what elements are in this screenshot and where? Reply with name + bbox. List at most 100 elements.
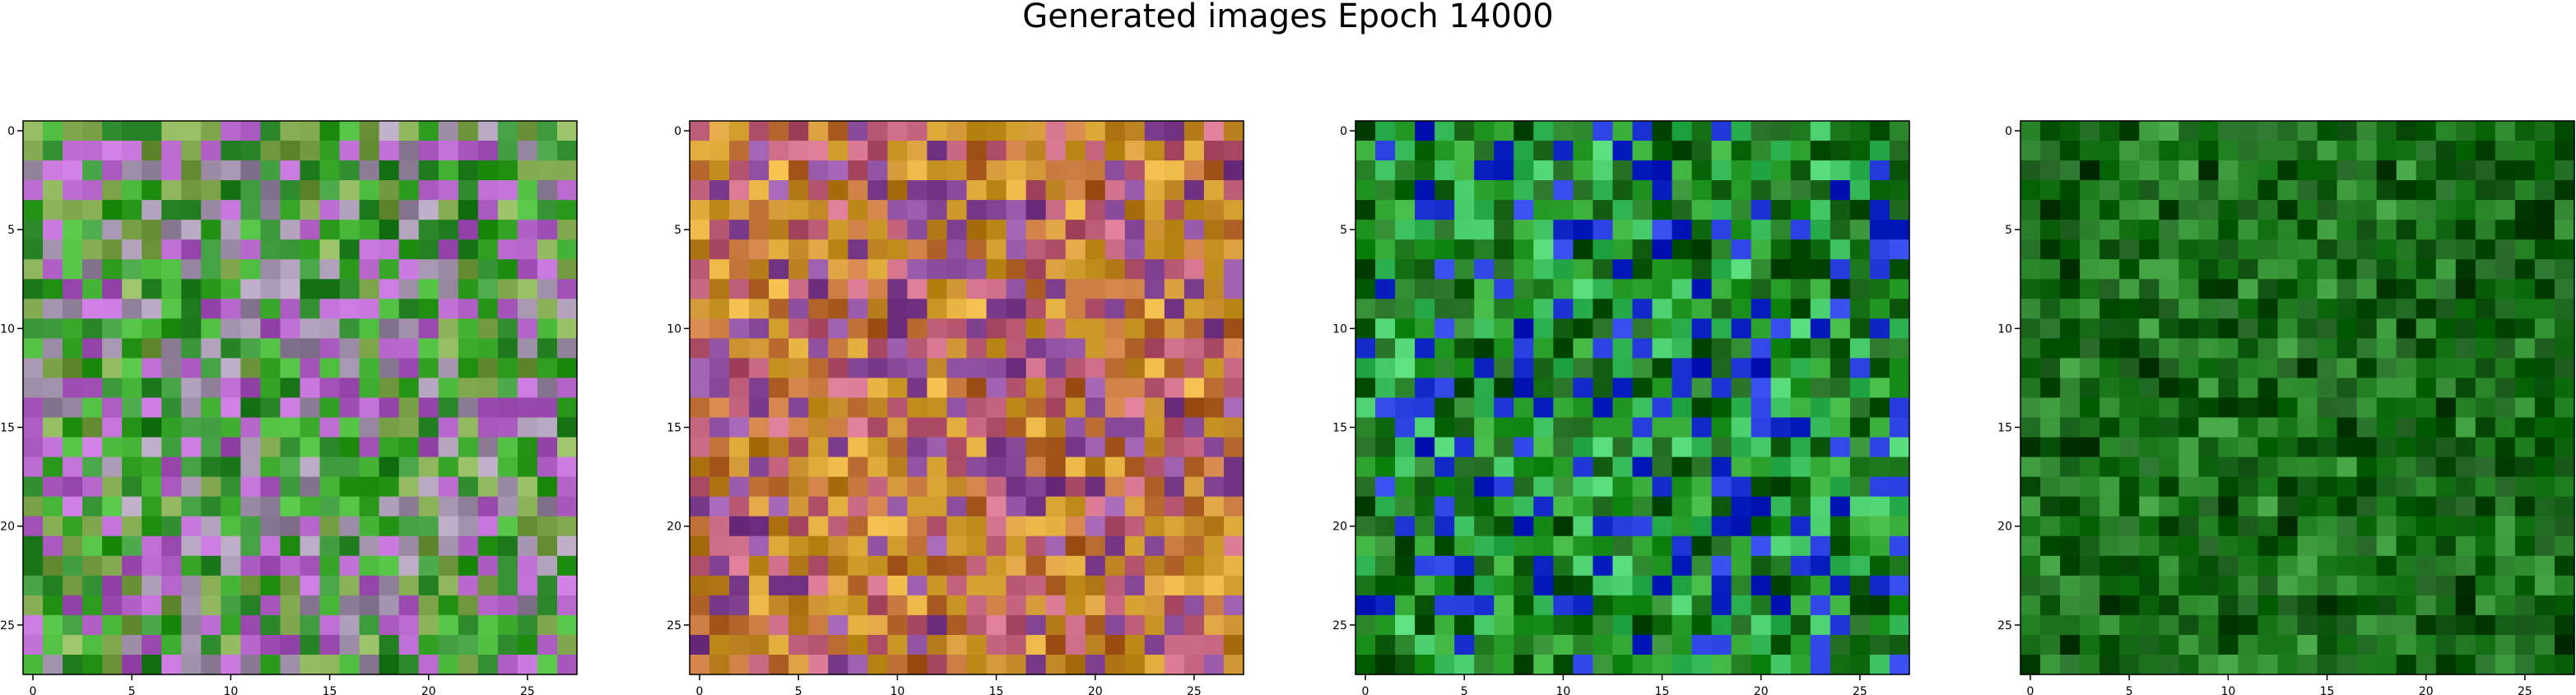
pixel-cell [1203, 595, 1225, 616]
pixel-cell [497, 555, 518, 577]
pixel-cell [63, 318, 83, 339]
pixel-cell [2277, 575, 2299, 596]
pixel-cell [240, 417, 262, 438]
pixel-cell [2514, 535, 2536, 557]
pixel-cell [1203, 338, 1225, 359]
pixel-cell [808, 595, 829, 616]
pixel-cell [2218, 141, 2239, 161]
pixel-cell [729, 318, 750, 339]
pixel-cell [1751, 378, 1772, 399]
pixel-cell [1434, 378, 1455, 399]
pixel-cell [1434, 338, 1455, 359]
pixel-cell [1593, 318, 1614, 339]
pixel-cell [339, 614, 360, 636]
pixel-cell [1869, 535, 1890, 557]
pixel-cell [161, 516, 182, 537]
pixel-cell [458, 160, 479, 181]
pixel-cell [709, 239, 730, 260]
pixel-cell [749, 654, 770, 675]
pixel-cell [1144, 239, 1165, 260]
pixel-cell [1203, 397, 1225, 419]
pixel-cell [907, 654, 928, 675]
pixel-cell [1593, 397, 1614, 419]
pixel-cell [122, 634, 142, 656]
pixel-cell [537, 634, 558, 656]
pixel-cell [477, 200, 499, 220]
pixel-cell [2416, 555, 2437, 577]
pixel-cell [690, 456, 710, 478]
pixel-cell [1533, 614, 1554, 636]
pixel-cell [1790, 555, 1811, 577]
pixel-cell [946, 614, 968, 636]
pixel-cell [1632, 318, 1653, 339]
pixel-cell [161, 555, 182, 577]
pixel-cell [1593, 634, 1614, 656]
pixel-cell [43, 141, 63, 161]
pixel-cell [122, 239, 142, 260]
pixel-cell [2139, 437, 2160, 458]
pixel-cell [556, 279, 578, 299]
pixel-cell [709, 279, 730, 299]
pixel-cell [181, 220, 202, 240]
pixel-cell [1672, 318, 1693, 339]
pixel-cell [359, 358, 380, 379]
pixel-cell [887, 141, 908, 161]
pixel-cell [161, 338, 182, 359]
pixel-cell [1869, 575, 1890, 596]
pixel-cell [477, 654, 499, 675]
pixel-cell [966, 516, 988, 537]
pixel-cell [2277, 239, 2299, 260]
pixel-cell [1434, 121, 1455, 141]
pixel-cell [2396, 496, 2417, 517]
pixel-cell [1889, 121, 1910, 141]
pixel-cell [1375, 634, 1396, 656]
pixel-cell [2317, 476, 2338, 498]
pixel-cell [749, 299, 770, 319]
pixel-cell [2218, 595, 2239, 616]
pixel-cell [1434, 259, 1455, 280]
pixel-cell [986, 516, 1007, 537]
pixel-cell [1849, 476, 1871, 498]
pixel-cell [2376, 121, 2397, 141]
pixel-cell [201, 437, 221, 458]
pixel-cell [2475, 279, 2496, 299]
pixel-cell [1790, 358, 1811, 379]
pixel-cell [142, 516, 162, 537]
pixel-cell [1415, 239, 1435, 260]
pixel-cell [1691, 397, 1713, 419]
pixel-cell [122, 614, 142, 636]
pixel-cell [927, 496, 948, 517]
pixel-cell [1474, 535, 1495, 557]
pixel-cell [1612, 634, 1634, 656]
pixel-cell [201, 299, 221, 319]
pixel-cell [1006, 338, 1027, 359]
pixel-cell [2337, 634, 2358, 656]
pixel-cell [2297, 595, 2318, 616]
pixel-cell [1415, 595, 1435, 616]
pixel-cell [1751, 535, 1772, 557]
pixel-cell [2040, 279, 2061, 299]
pixel-cell [1223, 575, 1244, 596]
pixel-cell [319, 595, 341, 616]
pixel-cell [1533, 239, 1554, 260]
pixel-cell [2376, 595, 2397, 616]
pixel-cell [1355, 496, 1376, 517]
pixel-cell [201, 220, 221, 240]
pixel-cell [2040, 318, 2061, 339]
pixel-cell [2554, 239, 2575, 260]
pixel-cell [1632, 496, 1653, 517]
pixel-cell [1085, 358, 1106, 379]
pixel-cell [2475, 535, 2496, 557]
pixel-cell [1045, 279, 1067, 299]
pixel-cell [1869, 555, 1890, 577]
pixel-cell [379, 397, 400, 419]
pixel-cell [2317, 279, 2338, 299]
pixel-cell [2198, 614, 2219, 636]
pixel-cell [2178, 358, 2199, 379]
pixel-cell [2198, 378, 2219, 399]
pixel-cell [1144, 476, 1165, 498]
pixel-cell [828, 417, 849, 438]
pixel-cell [907, 121, 928, 141]
pixel-cell [458, 437, 479, 458]
pixel-cell [319, 397, 341, 419]
